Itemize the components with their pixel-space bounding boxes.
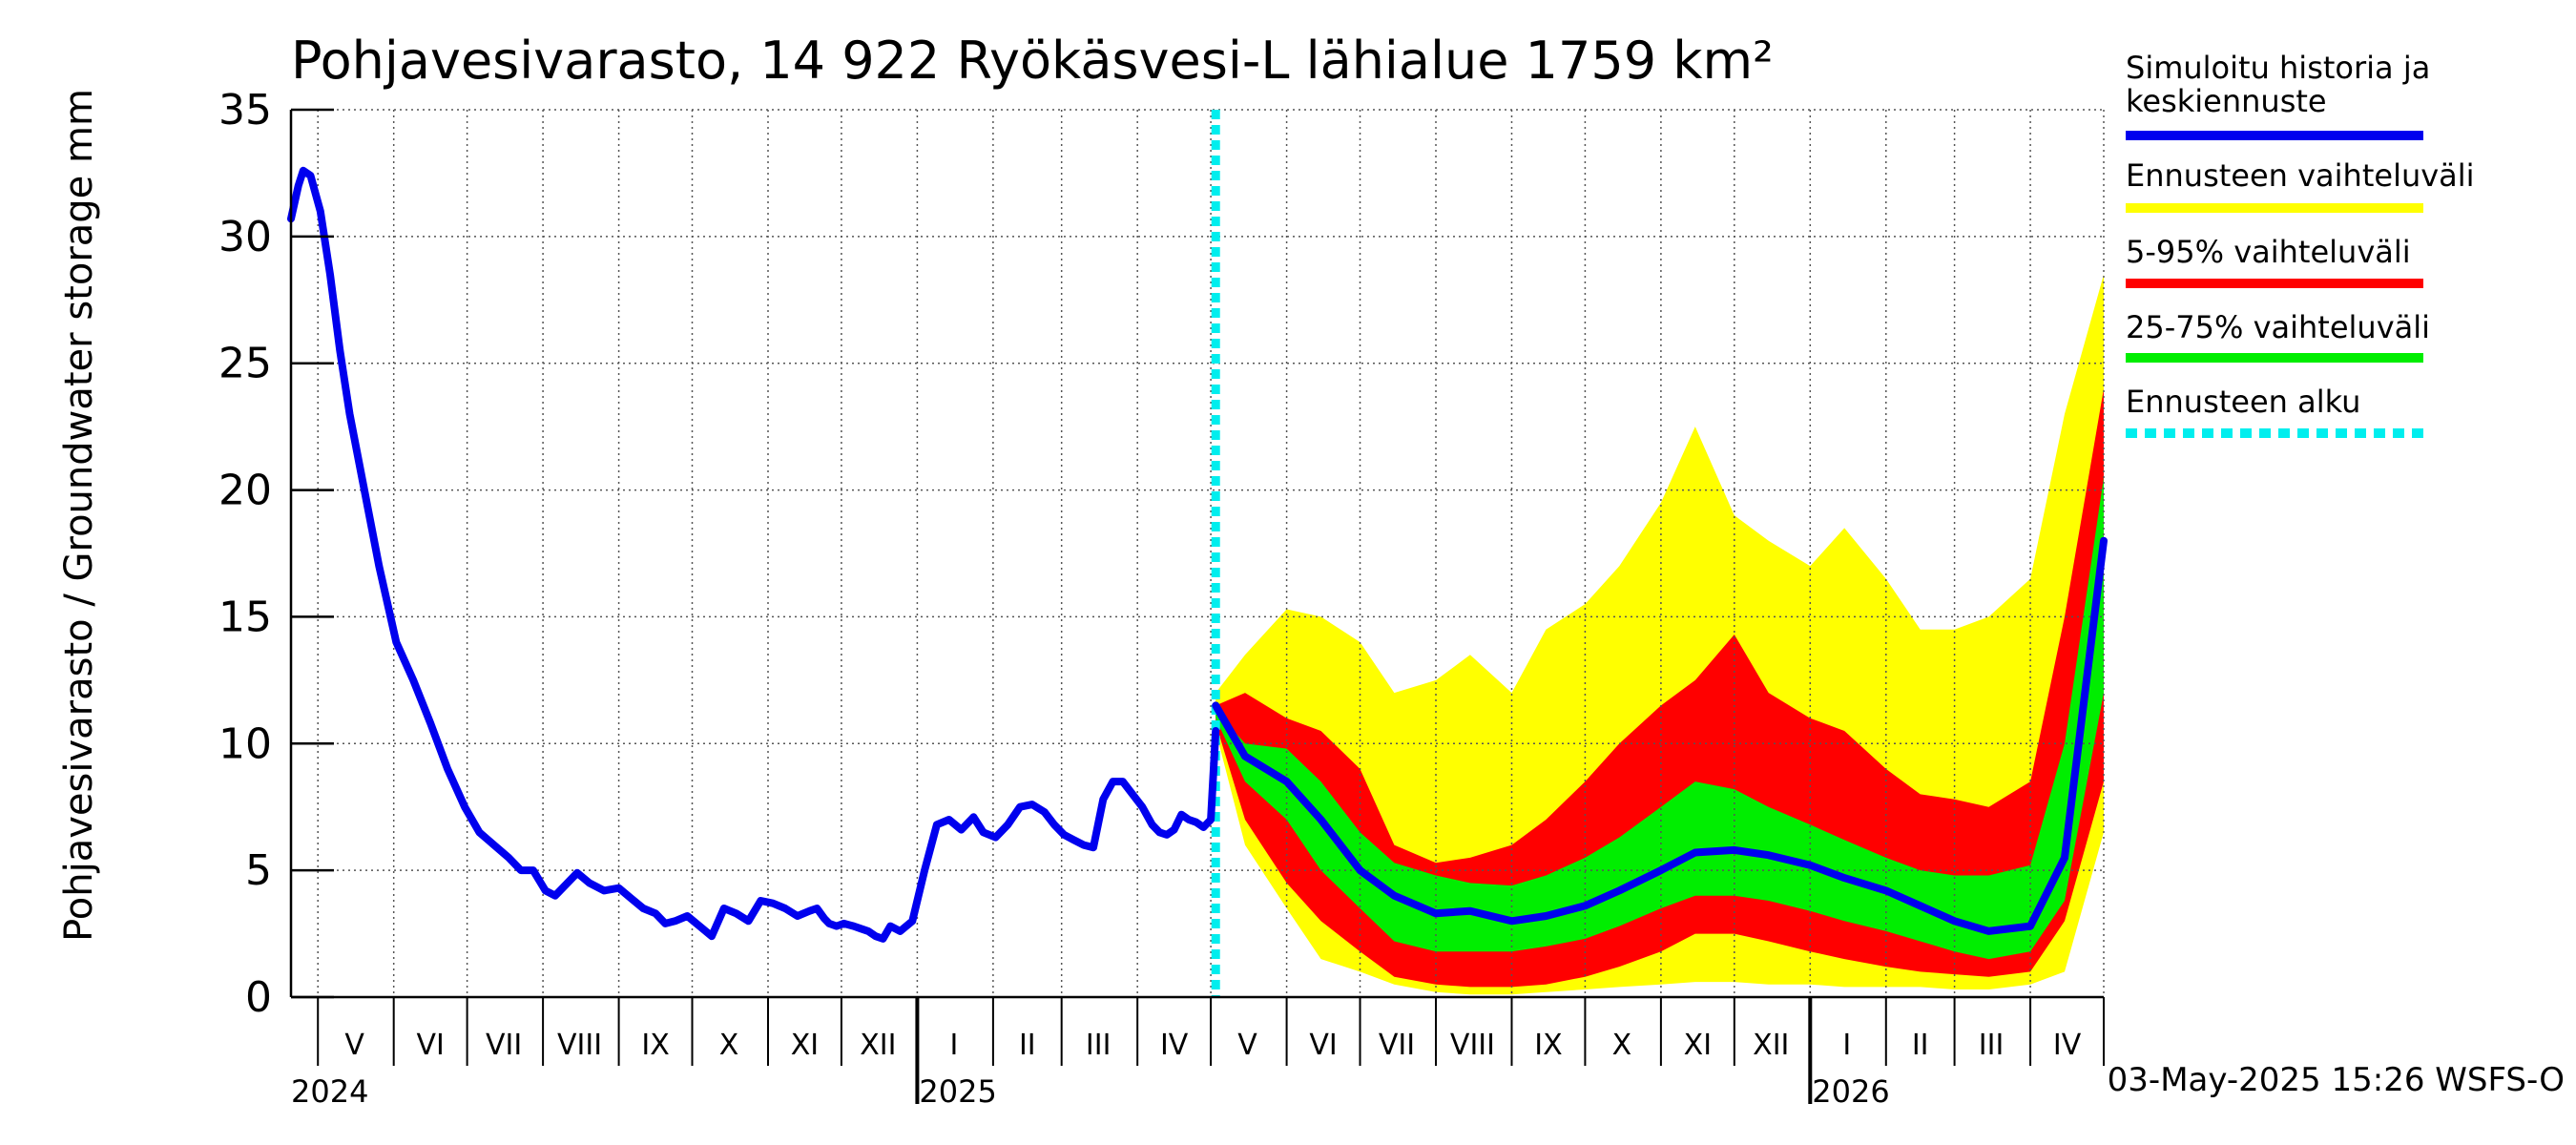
y-tick-label: 35 [218,86,272,135]
month-label: VI [416,1029,444,1062]
month-label: XI [791,1029,819,1062]
y-tick-label: 25 [218,340,272,388]
month-label: VIII [557,1029,602,1062]
month-label: IV [2053,1029,2082,1062]
year-label: 2025 [919,1073,996,1110]
month-label: I [1842,1029,1851,1062]
history-line [287,166,1220,943]
series-lines [287,110,2108,997]
y-tick-label: 0 [245,973,272,1022]
month-label: XII [860,1029,896,1062]
legend-label: 25-75% vaihteluväli [2126,309,2430,345]
month-label: IX [641,1029,669,1062]
month-label: V [344,1029,364,1062]
month-label: VIII [1450,1029,1495,1062]
chart-title: Pohjavesivarasto, 14 922 Ryökäsvesi-L lä… [291,31,1774,91]
month-label: VI [1309,1029,1337,1062]
legend-label: keskiennuste [2126,83,2327,119]
range-25-75-band [1215,477,2104,960]
range-5-95-band [1215,388,2104,988]
month-label: II [1019,1029,1036,1062]
month-label: XII [1753,1029,1789,1062]
month-label: I [949,1029,958,1062]
year-label: 2024 [291,1073,368,1110]
month-label: X [1612,1029,1632,1062]
legend-label: Ennusteen vaihteluväli [2126,157,2475,194]
month-label: III [1086,1029,1111,1062]
month-label: VII [486,1029,522,1062]
footer-timestamp: 03-May-2025 15:26 WSFS-O [2108,1061,2565,1099]
y-tick-label: 30 [218,213,272,261]
month-label: X [719,1029,739,1062]
month-label: V [1237,1029,1257,1062]
legend-label: Ennusteen alku [2126,384,2360,420]
legend-label: 5-95% vaihteluväli [2126,234,2411,270]
y-tick-label: 5 [245,846,272,895]
month-label: III [1979,1029,2005,1062]
month-label: VII [1379,1029,1415,1062]
forecast-median-line [1212,536,2108,935]
year-label: 2026 [1812,1073,1889,1110]
legend-label: Simuloitu historia ja [2126,50,2430,86]
month-label: II [1912,1029,1929,1062]
y-axis-label: Pohjavesivarasto / Groundwater storage m… [57,89,101,942]
month-label: IX [1534,1029,1562,1062]
y-tick-label: 20 [218,467,272,515]
month-label: IV [1160,1029,1189,1062]
y-tick-label: 10 [218,719,272,768]
y-tick-label: 15 [218,593,272,641]
forecast-bands [1215,274,2104,995]
month-label: XI [1684,1029,1712,1062]
